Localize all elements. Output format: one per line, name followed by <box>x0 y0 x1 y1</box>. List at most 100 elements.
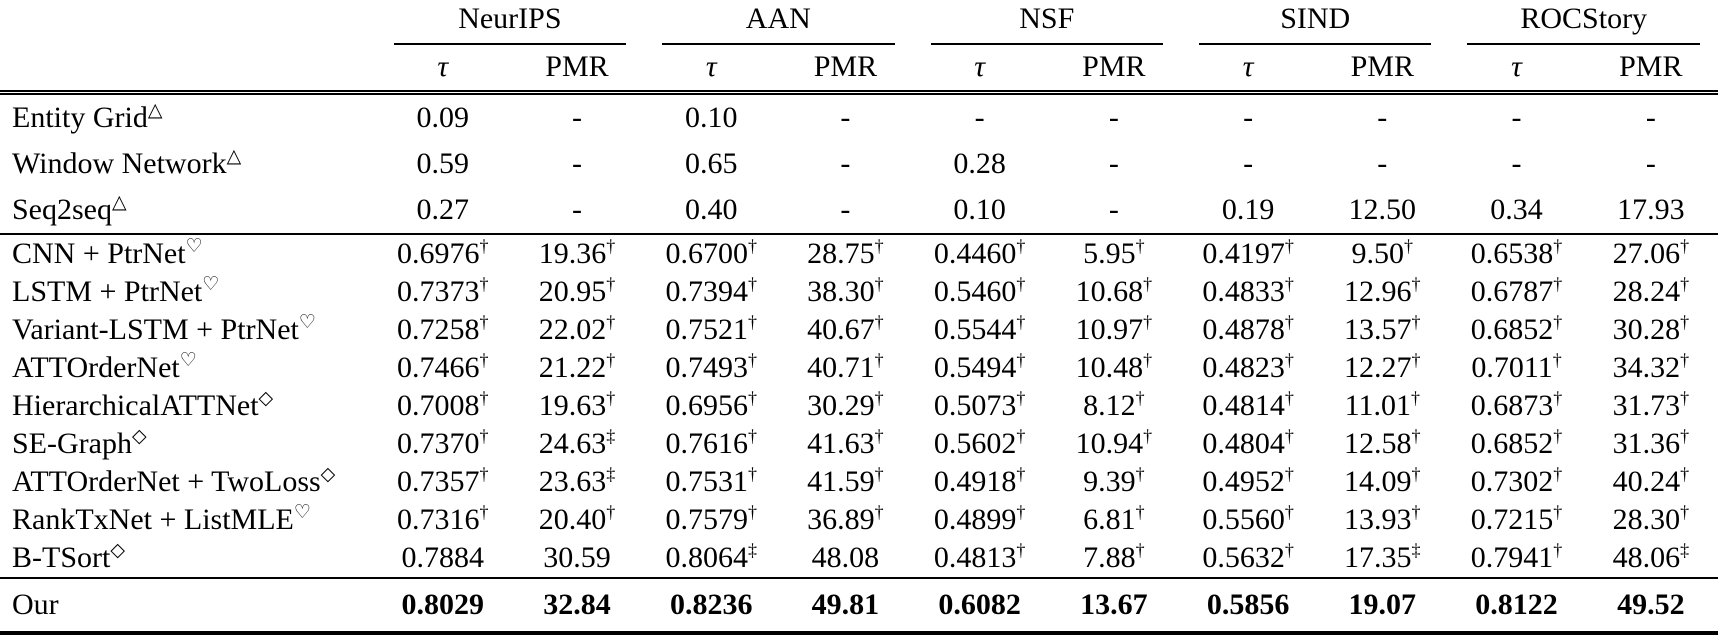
significance-marker: † <box>1404 235 1414 256</box>
value-cell: 0.65 <box>684 146 738 180</box>
value-cell: 0.7302† <box>1470 463 1563 498</box>
significance-marker: † <box>1016 235 1026 256</box>
value-cell: 0.6852† <box>1470 425 1563 460</box>
value-cell: 0.7215† <box>1470 501 1563 536</box>
method-category-symbol: △ <box>147 99 163 121</box>
table-row: ATTOrderNet + TwoLoss◇ 0.7357† 23.63‡ 0.753… <box>0 463 1718 501</box>
table-row: B-TSort◇ 0.7884 30.59 0.8064‡ 48.08 0.4813† 7.… <box>0 539 1718 578</box>
significance-marker: † <box>747 311 757 332</box>
value-cell: 48.06‡ <box>1612 539 1690 574</box>
value-cell: 36.89† <box>807 501 884 536</box>
value-cell: 28.30† <box>1612 501 1690 536</box>
value-cell: 0.7011† <box>1471 349 1562 384</box>
significance-marker: † <box>479 349 489 370</box>
value-cell: 0.5494† <box>933 349 1026 384</box>
method-category-symbol: ♡ <box>298 311 316 333</box>
value-cell: 0.5544† <box>933 311 1026 346</box>
row-label: ATTOrderNet♡ <box>12 349 197 384</box>
value-cell: 10.48† <box>1075 349 1153 384</box>
value-cell: 0.4197† <box>1180 232 1316 273</box>
significance-marker: † <box>1143 425 1153 446</box>
value-cell: 0.7370† <box>397 425 489 460</box>
value-cell: 0.10 <box>953 192 1006 226</box>
significance-marker: † <box>1680 311 1690 332</box>
subheader-tau-aan: τ <box>644 45 779 95</box>
significance-marker: † <box>1016 349 1026 370</box>
value-cell: - <box>1645 146 1656 180</box>
method-category-symbol: ◇ <box>258 387 274 409</box>
value-cell: 14.09† <box>1344 463 1421 498</box>
significance-marker: † <box>874 425 884 446</box>
significance-marker: † <box>874 349 884 370</box>
value-cell: - <box>840 146 851 180</box>
significance-marker: † <box>606 273 616 294</box>
significance-marker: † <box>1143 311 1153 332</box>
significance-marker: † <box>1135 463 1145 484</box>
value-cell: 24.63‡ <box>538 425 616 460</box>
significance-marker: † <box>606 501 616 522</box>
value-cell: 0.5632† <box>1202 539 1294 574</box>
value-cell: 0.4899† <box>933 501 1026 536</box>
value-cell: 30.59 <box>543 540 611 574</box>
subheader-pmr-neurips: PMR <box>509 45 645 95</box>
row-label: CNN + PtrNet♡ <box>0 232 376 273</box>
method-category-symbol: △ <box>226 145 242 167</box>
value-cell: 28.75† <box>778 232 913 273</box>
subheader-pmr-aan: PMR <box>778 45 913 95</box>
significance-marker: † <box>1135 235 1145 256</box>
significance-marker: † <box>1553 501 1563 522</box>
significance-marker: † <box>479 235 489 256</box>
significance-marker: † <box>1016 311 1026 332</box>
value-cell: 0.7521† <box>665 311 757 346</box>
value-cell: 0.7493† <box>665 349 757 384</box>
value-cell: 0.6700† <box>644 232 779 273</box>
subheader-tau-nsf: τ <box>912 45 1047 95</box>
table-row: RankTxNet + ListMLE♡ 0.7316† 20.40† 0.7579†… <box>0 501 1718 539</box>
value-cell: - <box>1377 146 1388 180</box>
method-category-symbol: ♡ <box>293 501 311 523</box>
value-cell: - <box>1377 100 1388 134</box>
value-cell: 0.7466† <box>397 349 489 384</box>
value-cell: 23.63‡ <box>538 463 616 498</box>
value-cell: 0.7394† <box>665 273 757 308</box>
significance-marker: † <box>874 463 884 484</box>
significance-marker: † <box>1411 501 1421 522</box>
value-cell: 0.34 <box>1490 192 1543 226</box>
significance-marker: † <box>479 501 489 522</box>
value-cell: 0.8064‡ <box>665 539 757 574</box>
significance-marker: † <box>747 501 757 522</box>
significance-marker: † <box>1553 425 1563 446</box>
value-cell: 0.7579† <box>665 501 757 536</box>
row-label: LSTM + PtrNet♡ <box>12 273 220 308</box>
significance-marker: † <box>479 463 489 484</box>
value-cell: 11.01† <box>1344 387 1420 422</box>
significance-marker: † <box>1411 311 1421 332</box>
value-cell: 0.4823† <box>1202 349 1294 384</box>
table-row: Entity Grid△ 0.09 - 0.10 - - - - - - - <box>0 92 1718 141</box>
significance-marker: † <box>1411 273 1421 294</box>
significance-marker: † <box>747 425 757 446</box>
value-cell: 40.71† <box>807 349 884 384</box>
significance-marker: † <box>1284 273 1294 294</box>
significance-marker: † <box>1411 463 1421 484</box>
table-row: Variant-LSTM + PtrNet♡ 0.7258† 22.02† 0.752… <box>0 311 1718 349</box>
value-cell: 0.7616† <box>665 425 757 460</box>
corner-blank-cell <box>0 0 376 45</box>
significance-marker: † <box>1143 273 1153 294</box>
value-cell: 0.4918† <box>933 463 1026 498</box>
value-cell: - <box>1645 100 1656 134</box>
group-header-sind: SIND <box>1181 0 1449 45</box>
value-cell: 49.81 <box>778 576 913 633</box>
value-cell: - <box>1511 100 1522 134</box>
row-label: SE-Graph◇ <box>12 425 147 460</box>
significance-marker: † <box>1553 387 1563 408</box>
subheader-pmr-rocstory: PMR <box>1583 45 1718 95</box>
significance-marker: † <box>1680 501 1690 522</box>
method-category-symbol: ♡ <box>179 349 197 371</box>
subheader-tau-sind: τ <box>1180 45 1316 95</box>
value-cell: - <box>571 100 582 134</box>
value-cell: 0.5602† <box>933 425 1026 460</box>
value-cell: 0.59 <box>416 146 470 180</box>
value-cell: 0.7373† <box>397 273 489 308</box>
